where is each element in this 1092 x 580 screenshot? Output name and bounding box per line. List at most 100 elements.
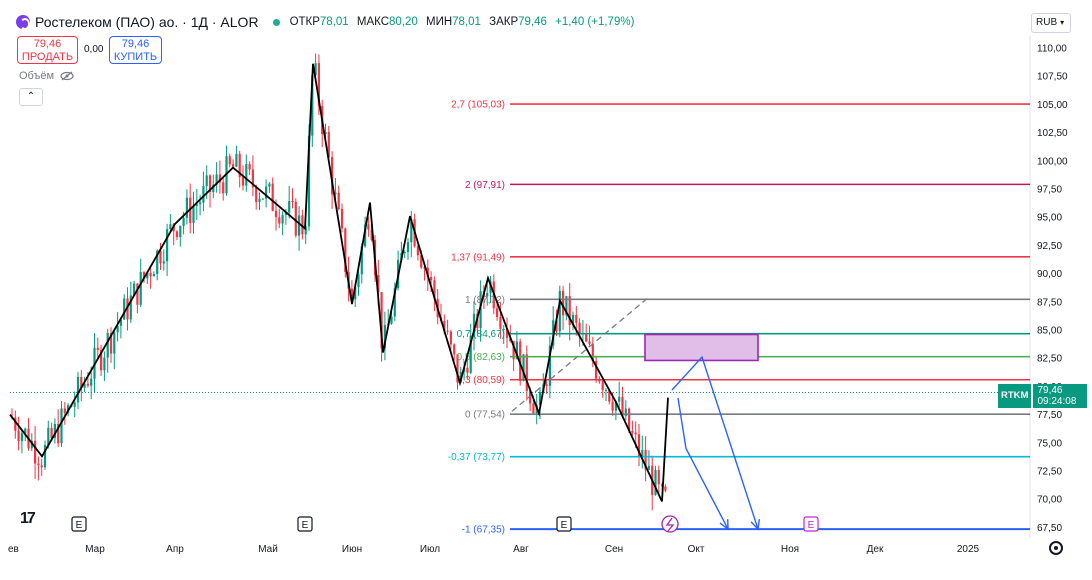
tradingview-logo-icon[interactable]: 17 [20,510,36,527]
candle-body [73,402,76,407]
close-value: 79,46 [518,16,547,28]
buy-label: КУПИТЬ [113,51,158,63]
candle-body [199,202,202,205]
price-tick-label: 105,00 [1037,100,1068,111]
close-label: ЗАКР [489,16,519,28]
candle-body [169,224,172,230]
candle-body [529,390,532,404]
price-tick-label: 82,50 [1037,354,1062,365]
price-tag-price: 79,46 [1037,385,1063,396]
symbol-title[interactable]: Ростелеком (ПАО) ао. · 1Д · ALOR [35,14,259,30]
candle-body [162,261,165,264]
candle-body [304,226,307,235]
candle-body [575,314,578,323]
candle-body [255,187,258,202]
price-tag-symbol: RTKM [998,384,1032,408]
candle-body [152,273,155,277]
candle-body [558,291,561,332]
candle-body [522,354,525,381]
candle-body [47,427,50,445]
price-tick-label: 95,00 [1037,213,1062,224]
low-label: МИН [426,16,453,28]
candle-body [142,271,146,279]
time-tick-label: Июл [420,544,440,555]
candle-body [416,246,419,256]
forecast-arrow [677,397,729,530]
candle-body [251,169,254,188]
candle-body [50,427,53,438]
price-tick-label: 102,50 [1037,128,1068,139]
candle-body [585,333,588,342]
candle-body [624,408,627,417]
candle-body [393,288,396,317]
earnings-marker-icon [556,516,572,532]
time-tick-label: Июн [342,544,362,555]
candle-body [664,486,667,491]
candle-body [430,276,433,281]
candle-body [284,212,287,215]
candle-body [657,469,660,485]
candle-body [133,283,136,296]
earnings-marker-icon [71,516,87,532]
candle-body [40,465,43,468]
candle-body [337,192,340,209]
fib-level-label: 1 (87,72) [465,295,505,306]
candle-body [317,63,320,107]
price-tick-label: 87,50 [1037,297,1062,308]
currency-select[interactable]: RUB ▾ [1031,13,1071,33]
candle-body [202,185,205,203]
ohlc-readout: ОТКР78,01 МАКС80,20 МИН78,01 ЗАКР79,46 +… [290,16,640,28]
candle-body [119,319,122,326]
candle-body [588,341,591,344]
fib-level-label: 0,3 (80,59) [457,375,505,386]
candle-body [298,215,301,236]
dividend-event-icon [661,515,679,533]
candle-body [136,283,139,305]
candle-body [235,153,238,167]
chart-header: Ростелеком (ПАО) ао. · 1Д · ALOR ОТКР78,… [16,9,639,35]
candle-body [185,197,188,218]
buy-button[interactable]: 79,46 КУПИТЬ [109,36,162,64]
candle-body [545,384,548,387]
open-value: 78,01 [319,16,349,28]
candle-body [208,175,212,193]
candle-body [212,184,215,193]
candle-body [301,215,304,235]
candle-body [232,164,235,167]
candle-body [248,163,251,170]
candle-body [499,317,502,329]
candle-body [324,132,327,135]
time-tick-label: ев [8,544,19,555]
fib-level-label: 0,7 (84,67) [457,329,505,340]
candle-body [562,291,565,316]
candle-body [637,434,641,458]
price-tick-label: 85,00 [1037,326,1062,337]
candle-body [228,156,231,165]
low-value: 78,01 [452,16,481,28]
candle-body [80,377,83,388]
earnings-marker-icon-glyph: E [76,520,83,531]
candle-body [350,288,353,300]
candle-body [423,267,426,269]
sell-button[interactable]: 79,46 ПРОДАТЬ [17,36,78,64]
candle-body [53,423,56,438]
high-label: МАКС [356,16,390,28]
eye-hidden-icon[interactable] [60,71,74,81]
candle-body [14,417,17,431]
collapse-legend-button[interactable]: ⌃ [19,88,43,106]
candle-body [578,322,581,334]
target-zone-rectangle [644,333,759,362]
volume-indicator-row[interactable]: Объём [19,70,74,82]
candle-body [123,298,126,320]
candle-body [116,325,119,333]
price-tick-label: 100,00 [1037,156,1068,167]
time-tick-label: Мар [85,544,105,555]
price-tick-label: 67,50 [1037,523,1062,534]
fib-level-label: 1,37 (91,49) [451,252,505,263]
candle-body [406,242,410,253]
price-tick-label: 97,50 [1037,185,1062,196]
settings-gear-icon[interactable] [1049,541,1063,555]
